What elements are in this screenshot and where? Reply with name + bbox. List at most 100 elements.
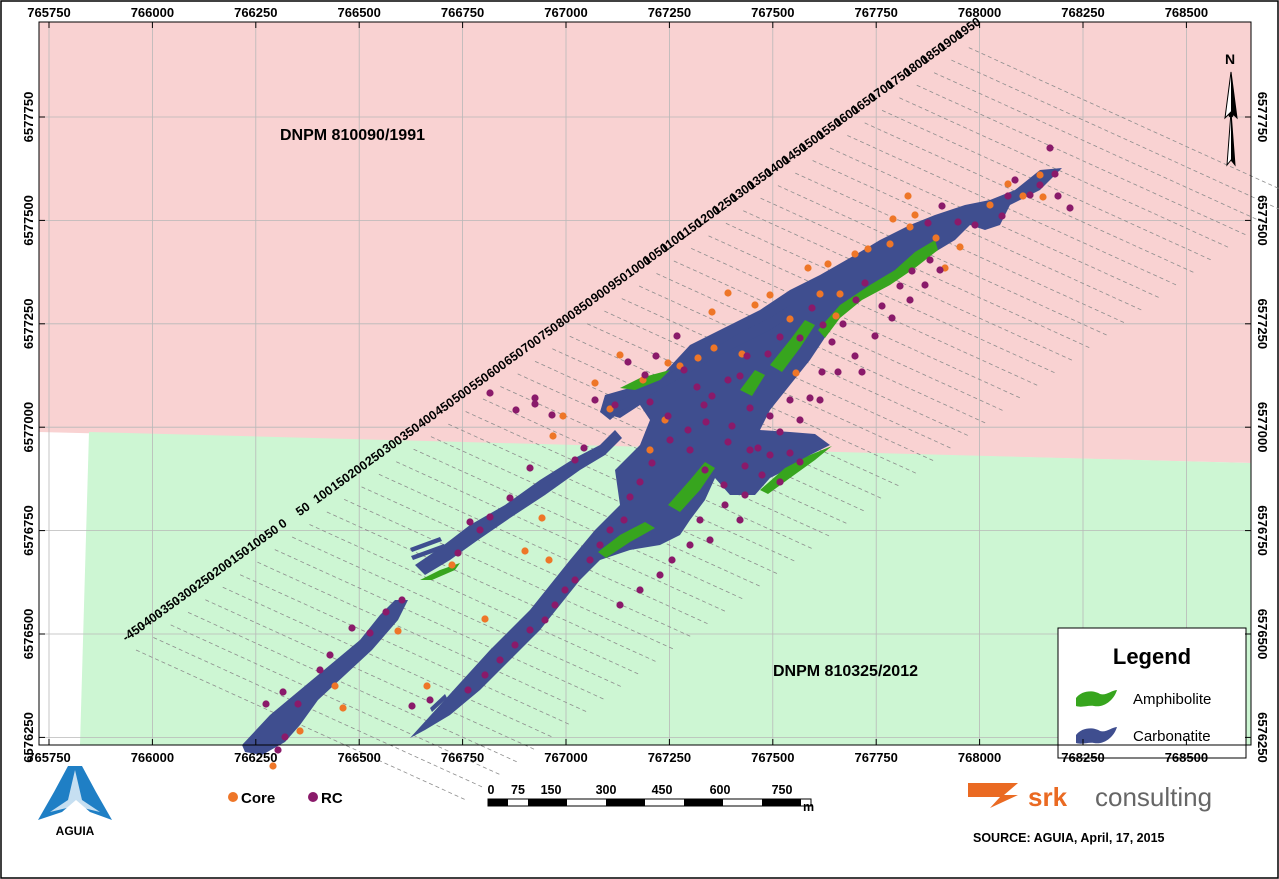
section-line <box>257 561 588 713</box>
section-line <box>378 473 710 625</box>
core-drillhole <box>559 412 567 420</box>
y-tick-label-right: 6577500 <box>1255 195 1270 246</box>
rc-drillhole <box>700 401 708 409</box>
rc-drillhole <box>580 444 588 452</box>
section-line <box>465 411 796 562</box>
section-line <box>708 235 1039 387</box>
rc-drillhole <box>316 666 324 674</box>
rc-drillhole <box>786 396 794 404</box>
core-drillhole <box>751 301 759 309</box>
core-drillhole <box>836 290 844 298</box>
scale-label: 450 <box>652 783 673 797</box>
x-tick-label-top: 768250 <box>1061 5 1104 20</box>
rc-drillhole <box>668 556 676 564</box>
section-line <box>621 298 952 449</box>
legend-item-amphibolite: Amphibolite <box>1133 691 1211 708</box>
section-line <box>569 335 900 487</box>
rc-drillhole <box>706 536 714 544</box>
section-line <box>725 222 1057 374</box>
core-drillhole <box>932 234 940 242</box>
x-tick-label-top: 766500 <box>338 5 381 20</box>
rc-drillhole <box>736 516 744 524</box>
core-drillhole <box>708 308 716 316</box>
core-drillhole <box>1004 180 1012 188</box>
rc-drillhole <box>620 516 628 524</box>
section-line <box>777 185 1109 337</box>
core-drillhole <box>481 615 489 623</box>
section-line-label: 50 <box>293 499 312 518</box>
rc-drillhole <box>526 464 534 472</box>
rc-drillhole <box>281 733 289 741</box>
rc-drillhole <box>408 702 416 710</box>
rc-drillhole <box>571 456 579 464</box>
x-tick-label-top: 766750 <box>441 5 484 20</box>
rc-drillhole <box>486 513 494 521</box>
section-line <box>430 436 762 588</box>
rc-drillhole <box>596 541 604 549</box>
rc-drillhole <box>652 352 660 360</box>
section-line <box>291 536 623 688</box>
rc-drillhole <box>680 366 688 374</box>
x-tick-label-bottom: 767500 <box>751 750 794 765</box>
x-tick-label-bottom: 766750 <box>441 750 484 765</box>
rc-drillhole <box>636 478 644 486</box>
rc-drillhole <box>426 696 434 704</box>
rc-drillhole <box>828 338 836 346</box>
rc-drillhole <box>626 493 634 501</box>
rc-drillhole <box>906 296 914 304</box>
rc-drillhole <box>673 332 681 340</box>
rc-drillhole <box>776 478 784 486</box>
scale-label: 0 <box>488 783 495 797</box>
license-label-south: DNPM 810325/2012 <box>773 663 918 680</box>
rc-drillhole <box>776 333 784 341</box>
amphibolite-lens-5 <box>598 522 655 558</box>
core-drillhole <box>394 627 402 635</box>
rc-drillhole <box>693 383 701 391</box>
north-arrow-label: N <box>1225 51 1235 67</box>
scale-label: 750 <box>772 783 793 797</box>
section-line <box>239 574 571 726</box>
license-area-north <box>39 22 1251 463</box>
core-drillhole <box>816 290 824 298</box>
srk-consulting-text: consulting <box>1095 782 1212 812</box>
rc-drillhole <box>571 576 579 584</box>
license-area-south <box>80 432 1251 745</box>
section-line <box>135 649 467 801</box>
rc-drillhole <box>971 221 979 229</box>
x-tick-label-top: 767750 <box>855 5 898 20</box>
core-drillhole <box>606 405 614 413</box>
rc-drillhole <box>936 266 944 274</box>
section-line <box>552 348 883 500</box>
section-line <box>829 147 1161 299</box>
section-line <box>691 248 1022 399</box>
x-tick-label-bottom: 766000 <box>131 750 174 765</box>
scale-label: 300 <box>596 783 617 797</box>
rc-drillhole <box>486 389 494 397</box>
coordinate-grid <box>39 22 1251 745</box>
rc-drillhole <box>591 396 599 404</box>
core-drillhole <box>886 240 894 248</box>
rc-drillhole <box>921 281 929 289</box>
x-tick-label-bottom: 768000 <box>958 750 1001 765</box>
rc-drillhole <box>606 526 614 534</box>
section-line <box>881 109 1213 261</box>
section-line <box>309 524 640 675</box>
rc-drillhole <box>851 352 859 360</box>
section-line <box>656 273 987 424</box>
core-drillhole <box>423 682 431 690</box>
rc-drillhole <box>348 624 356 632</box>
rc-drillhole <box>924 219 932 227</box>
section-line <box>968 47 1279 190</box>
rc-drillhole <box>766 451 774 459</box>
x-axis-top: 765750 766000 766250 766500 766750 767000 7672… <box>27 5 1208 28</box>
amphibolite-swatch-icon <box>1076 690 1117 707</box>
section-line <box>604 310 935 462</box>
rc-drillhole <box>1046 144 1054 152</box>
rc-drillhole <box>526 626 534 634</box>
carbonatite-fragment-2 <box>411 544 446 560</box>
section-line <box>933 72 1265 224</box>
section-line <box>274 549 605 700</box>
carbonatite-fragment-1 <box>410 537 442 552</box>
core-drillhole <box>616 351 624 359</box>
rc-drillhole <box>454 549 462 557</box>
